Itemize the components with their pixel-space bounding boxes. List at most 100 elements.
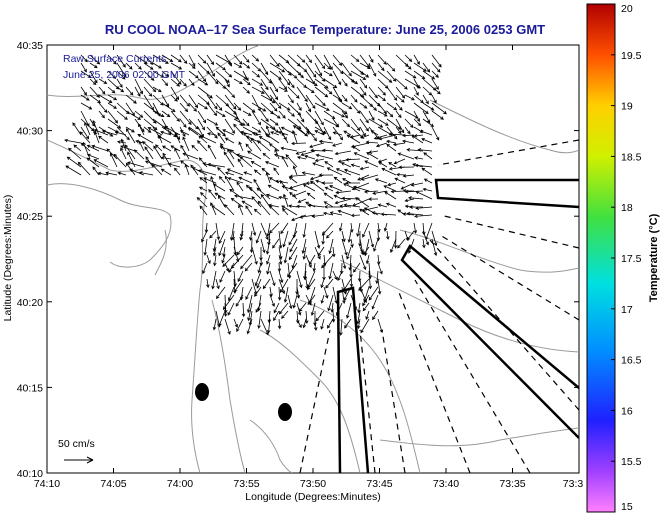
- current-vector: [260, 238, 266, 254]
- contour-6: [429, 99, 579, 154]
- current-vector: [377, 54, 387, 65]
- current-vector: [231, 230, 236, 241]
- current-vector: [341, 230, 346, 243]
- current-vector: [233, 54, 243, 65]
- current-vector: [357, 318, 361, 330]
- current-vector: [125, 110, 142, 120]
- current-vector: [292, 294, 298, 309]
- current-vector: [431, 238, 438, 257]
- current-vector: [269, 270, 276, 287]
- current-vector: [320, 294, 325, 304]
- current-vector: [332, 270, 338, 281]
- current-vector: [359, 102, 368, 109]
- current-vector: [233, 118, 246, 126]
- current-vector: [227, 177, 244, 184]
- current-vector: [371, 294, 379, 310]
- current-vector: [253, 169, 262, 176]
- current-vector: [395, 94, 405, 103]
- current-vector: [126, 161, 145, 168]
- current-vector: [179, 54, 188, 65]
- current-vector: [278, 278, 286, 295]
- current-vector: [215, 54, 232, 65]
- current-vector: [376, 230, 381, 242]
- current-vector: [400, 182, 415, 190]
- current-vector: [224, 54, 233, 67]
- current-vector: [206, 54, 215, 66]
- current-vector: [377, 278, 382, 295]
- current-vector: [251, 78, 264, 86]
- current-vector: [355, 197, 370, 208]
- current-vector: [359, 86, 367, 96]
- current-vector: [247, 294, 253, 314]
- current-vector: [206, 118, 219, 126]
- current-vector: [280, 222, 289, 235]
- current-vector: [279, 278, 289, 293]
- current-vector: [409, 205, 424, 209]
- current-vector: [265, 171, 271, 184]
- current-vector: [98, 110, 105, 119]
- current-vector: [215, 126, 226, 136]
- current-vector: [215, 102, 223, 111]
- current-vector: [249, 230, 253, 241]
- current-vector: [333, 176, 343, 184]
- contour-7: [379, 427, 579, 447]
- current-vector: [314, 110, 324, 126]
- current-vector: [296, 318, 302, 329]
- current-vector: [314, 78, 329, 89]
- current-vector: [91, 144, 109, 152]
- current-vector: [234, 278, 244, 293]
- current-vector: [239, 156, 253, 168]
- current-vector: [353, 152, 370, 160]
- current-vector: [360, 174, 379, 181]
- lane-dash-2: [359, 329, 376, 473]
- current-vector: [377, 110, 388, 117]
- colorbar: [586, 3, 616, 513]
- current-vector: [206, 254, 211, 265]
- current-vector: [302, 222, 307, 239]
- current-vector: [287, 78, 295, 89]
- lane-dash-7: [439, 234, 579, 321]
- current-vector: [421, 167, 433, 176]
- current-vector: [422, 62, 431, 73]
- current-vector: [306, 192, 316, 200]
- current-vector: [422, 102, 435, 111]
- current-vector: [238, 176, 253, 184]
- current-vector: [365, 310, 370, 320]
- current-vector: [80, 62, 87, 73]
- current-vector: [160, 168, 172, 176]
- current-vector: [419, 130, 433, 136]
- current-vector: [414, 156, 424, 160]
- current-vector: [363, 246, 370, 255]
- current-vector: [343, 130, 352, 136]
- current-vector: [397, 238, 406, 249]
- current-vector: [295, 150, 307, 155]
- current-vector: [350, 118, 361, 132]
- current-vector: [188, 118, 199, 130]
- current-vector: [215, 78, 226, 89]
- current-vector: [80, 102, 93, 110]
- current-vector: [377, 86, 386, 96]
- current-vector: [257, 310, 262, 330]
- current-vector: [326, 230, 334, 239]
- contour-2: [259, 329, 361, 473]
- current-vector: [277, 286, 282, 301]
- current-vector: [340, 162, 352, 168]
- y-tick-label: 40:20: [17, 297, 43, 309]
- current-vector: [250, 137, 262, 152]
- current-vector: [206, 70, 219, 85]
- current-vector: [404, 70, 417, 79]
- current-vector: [188, 54, 196, 67]
- current-vector: [207, 162, 226, 168]
- current-vector: [304, 310, 309, 325]
- current-vector: [281, 205, 298, 216]
- current-vector: [323, 86, 333, 95]
- current-vector: [157, 135, 172, 144]
- current-vector: [200, 192, 208, 200]
- current-vector: [256, 278, 262, 289]
- current-vector: [143, 86, 153, 97]
- current-vector: [360, 318, 370, 334]
- current-vector: [269, 102, 278, 112]
- current-vector: [395, 102, 403, 111]
- current-vector: [376, 254, 381, 266]
- current-vector: [413, 54, 420, 65]
